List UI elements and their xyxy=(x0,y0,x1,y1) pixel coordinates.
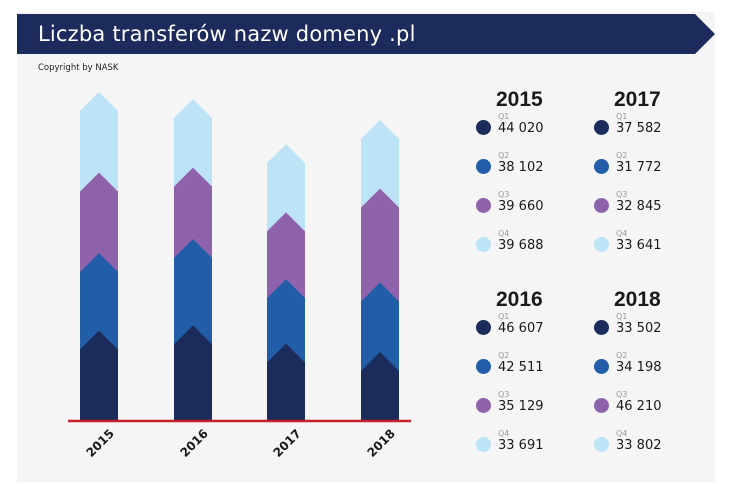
legend-quarter-label: Q1 xyxy=(498,312,510,321)
bar-2015-q1 xyxy=(80,330,118,420)
legend-entry-2017-q2: Q2 31 772 xyxy=(594,151,704,181)
legend-quarter-label: Q2 xyxy=(616,351,628,360)
legend-quarter-label: Q2 xyxy=(498,151,510,160)
legend-entry-2016-q2: Q2 42 511 xyxy=(476,351,586,381)
legend-value: 38 102 xyxy=(498,160,544,175)
legend-dot-icon xyxy=(594,120,609,135)
legend-quarter-label: Q1 xyxy=(616,112,628,121)
legend-year-2018: 2018 xyxy=(614,288,661,311)
legend-entry-2017-q3: Q3 32 845 xyxy=(594,190,704,220)
legend-year-2015: 2015 xyxy=(496,88,543,111)
legend-entry-2015-q2: Q2 38 102 xyxy=(476,151,586,181)
legend-quarter-label: Q2 xyxy=(616,151,628,160)
legend-value: 35 129 xyxy=(498,399,544,414)
legend-entry-2017-q1: Q1 37 582 xyxy=(594,112,704,142)
copyright-note: Copyright by NASK xyxy=(38,63,119,73)
legend-dot-icon xyxy=(476,320,491,335)
x-tick-label-2018: 2018 xyxy=(364,426,398,460)
legend-value: 33 641 xyxy=(616,238,662,253)
x-tick-label-2016: 2016 xyxy=(177,426,211,460)
legend-quarter-label: Q4 xyxy=(616,229,628,238)
legend-dot-icon xyxy=(594,237,609,252)
legend-dot-icon xyxy=(476,359,491,374)
legend-dot-icon xyxy=(594,198,609,213)
legend-quarter-label: Q4 xyxy=(498,429,510,438)
legend-value: 44 020 xyxy=(498,121,544,136)
legend-entry-2018-q2: Q2 34 198 xyxy=(594,351,704,381)
legend-quarter-label: Q3 xyxy=(498,390,510,399)
legend-dot-icon xyxy=(594,359,609,374)
legend-quarter-label: Q2 xyxy=(498,351,510,360)
legend-quarter-label: Q1 xyxy=(616,312,628,321)
legend-year-2017: 2017 xyxy=(614,88,661,111)
legend-value: 34 198 xyxy=(616,360,662,375)
legend-dot-icon xyxy=(476,120,491,135)
legend-value: 31 772 xyxy=(616,160,662,175)
legend-dot-icon xyxy=(594,320,609,335)
legend-value: 37 582 xyxy=(616,121,662,136)
legend-quarter-label: Q3 xyxy=(498,190,510,199)
legend-value: 42 511 xyxy=(498,360,544,375)
legend-quarter-label: Q3 xyxy=(616,390,628,399)
legend-entry-2016-q3: Q3 35 129 xyxy=(476,390,586,420)
legend-value: 32 845 xyxy=(616,199,662,214)
x-tick-label-2015: 2015 xyxy=(83,426,117,460)
legend-quarter-label: Q4 xyxy=(498,229,510,238)
legend-value: 46 607 xyxy=(498,321,544,336)
legend-dot-icon xyxy=(476,159,491,174)
legend-quarter-label: Q4 xyxy=(616,429,628,438)
legend-dot-icon xyxy=(594,437,609,452)
title-banner xyxy=(17,14,715,54)
x-tick-label-2017: 2017 xyxy=(270,426,304,460)
legend-value: 33 502 xyxy=(616,321,662,336)
legend-dot-icon xyxy=(594,159,609,174)
legend-value: 39 660 xyxy=(498,199,544,214)
page-title: Liczba transferów nazw domeny .pl xyxy=(38,22,416,46)
bar-2018-q1 xyxy=(361,351,399,420)
legend-year-2016: 2016 xyxy=(496,288,543,311)
legend-dot-icon xyxy=(476,437,491,452)
legend-entry-2015-q1: Q1 44 020 xyxy=(476,112,586,142)
legend-dot-icon xyxy=(476,398,491,413)
legend-quarter-label: Q1 xyxy=(498,112,510,121)
legend-entry-2016-q1: Q1 46 607 xyxy=(476,312,586,342)
legend-value: 33 802 xyxy=(616,438,662,453)
legend-entry-2018-q4: Q4 33 802 xyxy=(594,429,704,459)
legend-entry-2016-q4: Q4 33 691 xyxy=(476,429,586,459)
legend-value: 46 210 xyxy=(616,399,662,414)
legend-dot-icon xyxy=(594,398,609,413)
legend-entry-2015-q3: Q3 39 660 xyxy=(476,190,586,220)
legend-value: 39 688 xyxy=(498,238,544,253)
bar-2016-q1 xyxy=(174,325,212,420)
legend-value: 33 691 xyxy=(498,438,544,453)
legend-dot-icon xyxy=(476,198,491,213)
bar-2017-q1 xyxy=(267,343,305,420)
legend-entry-2017-q4: Q4 33 641 xyxy=(594,229,704,259)
legend-entry-2018-q3: Q3 46 210 xyxy=(594,390,704,420)
legend-quarter-label: Q3 xyxy=(616,190,628,199)
legend-entry-2015-q4: Q4 39 688 xyxy=(476,229,586,259)
legend-dot-icon xyxy=(476,237,491,252)
legend-entry-2018-q1: Q1 33 502 xyxy=(594,312,704,342)
